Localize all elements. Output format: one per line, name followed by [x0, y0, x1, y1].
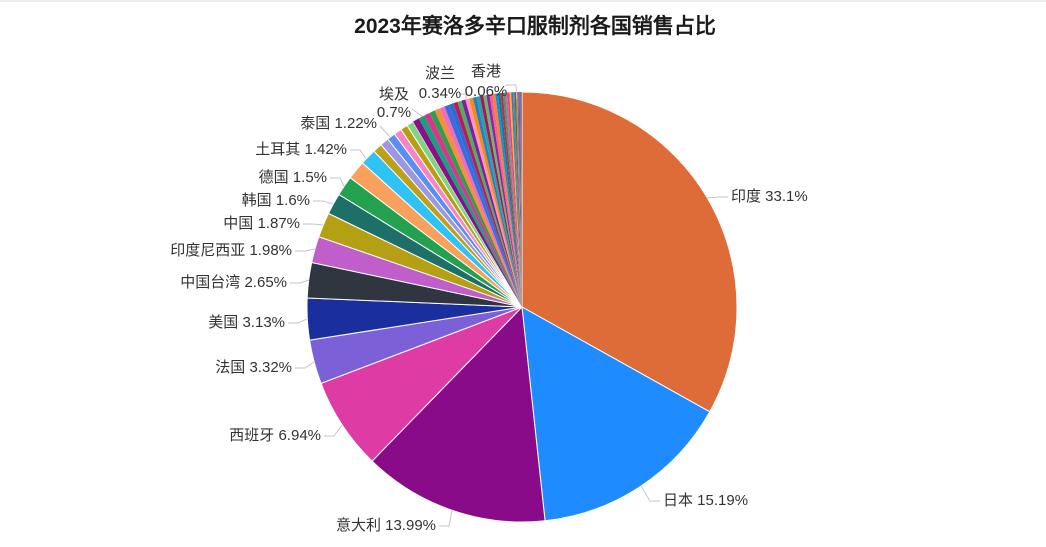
label-line-印度尼西亚 — [295, 248, 316, 252]
chart-title: 2023年赛洛多辛口服制剂各国销售占比 — [354, 15, 716, 38]
pie-slice-small-50[interactable] — [517, 92, 522, 307]
pie-slice-small-44[interactable] — [507, 92, 522, 308]
pie-slice-small-54[interactable] — [521, 91, 522, 307]
slice-label-name-埃及: 埃及 — [379, 86, 409, 103]
pie-slice-small-33[interactable] — [476, 96, 522, 307]
pie-slice-small-24[interactable] — [439, 106, 522, 308]
pie-slice-small-45[interactable] — [509, 92, 522, 308]
slice-label-法国: 法国 3.32% — [215, 359, 292, 376]
pie-slice-small-23[interactable] — [434, 108, 522, 308]
pie-slice-small-31[interactable] — [469, 97, 522, 307]
pie-slice-small-42[interactable] — [502, 92, 522, 307]
slice-label-韩国: 韩国 1.6% — [242, 192, 310, 209]
label-line-中国 — [303, 223, 324, 226]
pie-slice-small-25[interactable] — [444, 104, 522, 307]
pie-slice-small-38[interactable] — [492, 93, 522, 308]
pie-slice-日本[interactable] — [521, 306, 711, 522]
pie-slice-small-37[interactable] — [489, 94, 522, 307]
label-line-印度 — [706, 196, 728, 199]
pie-slice-small-48[interactable] — [514, 92, 522, 307]
pie-slice-small-32[interactable] — [472, 96, 522, 307]
pie-slice-small-21[interactable] — [424, 112, 522, 308]
slice-label-中国: 中国 1.87% — [223, 215, 300, 232]
pie-slice-small-34[interactable] — [479, 95, 522, 307]
label-line-德国 — [330, 177, 345, 187]
slice-label-value-埃及: 0.7% — [377, 104, 411, 121]
pie-slice-small-19[interactable] — [413, 118, 522, 308]
slice-label-意大利: 意大利 13.99% — [336, 516, 436, 534]
slice-label-中国台湾: 中国台湾 2.65% — [180, 274, 287, 291]
label-line-日本 — [640, 485, 660, 502]
label-line-美国 — [288, 318, 308, 324]
pie-slice-波兰[interactable] — [449, 103, 522, 308]
slice-label-印度尼西亚: 印度尼西亚 1.98% — [170, 242, 292, 259]
slice-label-name-香港: 香港 — [471, 63, 501, 80]
slice-label-土耳其: 土耳其 1.42% — [255, 141, 347, 158]
pie-slice-small-22[interactable] — [429, 110, 522, 308]
slice-label-美国: 美国 3.13% — [208, 314, 285, 331]
label-line-中国台湾 — [290, 279, 310, 284]
label-line-意大利 — [439, 509, 453, 527]
pie-slice-small-30[interactable] — [465, 98, 522, 307]
pie-slice-small-27[interactable] — [453, 101, 522, 307]
slice-label-西班牙: 西班牙 6.94% — [229, 427, 321, 444]
pie-slice-small-52[interactable] — [519, 92, 522, 307]
pie-slice-香港[interactable] — [520, 91, 522, 308]
pie-slice-small-28[interactable] — [457, 100, 522, 307]
pie-slice-small-18[interactable] — [406, 121, 523, 308]
pie-slice-small-36[interactable] — [486, 94, 522, 307]
label-line-香港 — [505, 84, 518, 100]
pie-slice-small-40[interactable] — [497, 93, 522, 307]
pie-slice-small-47[interactable] — [512, 92, 522, 307]
label-line-韩国 — [313, 200, 334, 205]
slice-label-name-波兰: 波兰 — [425, 65, 455, 82]
pie-slice-small-35[interactable] — [483, 94, 522, 307]
slice-label-日本: 日本 15.19% — [663, 492, 748, 509]
pie-slice-small-41[interactable] — [500, 92, 522, 307]
label-line-法国 — [295, 361, 315, 369]
slice-label-value-波兰: 0.34% — [419, 85, 462, 102]
pie-slice-small-46[interactable] — [511, 92, 522, 307]
pie-slice-small-49[interactable] — [516, 92, 522, 307]
pie-slice-small-43[interactable] — [505, 92, 522, 308]
pie-slice-small-39[interactable] — [495, 93, 522, 307]
slice-label-德国: 德国 1.5% — [259, 168, 327, 186]
page-top-border — [0, 0, 1046, 2]
pie-slice-small-20[interactable] — [418, 115, 522, 308]
label-line-西班牙 — [324, 424, 343, 437]
slice-label-泰国: 泰国 1.22% — [300, 115, 377, 132]
pie-slice-small-29[interactable] — [461, 99, 523, 307]
slice-label-印度: 印度 33.1% — [731, 188, 808, 205]
pie-slice-small-51[interactable] — [518, 92, 522, 307]
slice-label-value-香港: 0.06% — [465, 83, 508, 100]
